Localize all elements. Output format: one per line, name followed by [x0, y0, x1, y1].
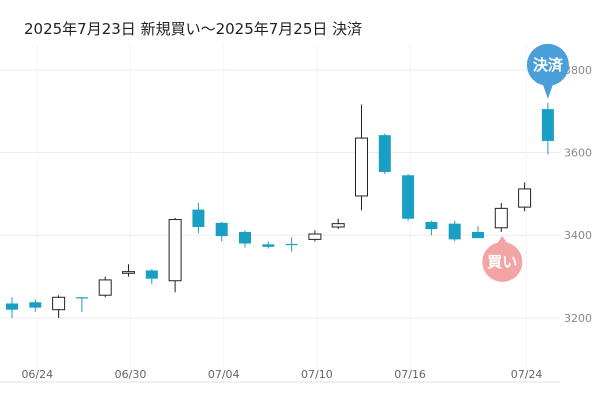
candle	[75, 297, 88, 312]
buy-marker-label: 買い	[487, 253, 517, 271]
candles	[6, 102, 554, 318]
grid-layer	[0, 45, 560, 383]
candle-body-up	[168, 219, 182, 282]
trade-markers: 買い 決済	[482, 43, 569, 282]
candle	[239, 230, 251, 248]
candle	[145, 269, 158, 285]
candle-body-up	[331, 223, 345, 228]
candle	[355, 104, 368, 211]
candle-body-down	[448, 223, 461, 240]
x-tick-label: 07/16	[394, 368, 426, 381]
buy-marker: 買い	[482, 235, 523, 282]
x-tick-label: 07/24	[511, 368, 543, 381]
candle-body-up	[355, 137, 368, 197]
settle-marker: 決済	[526, 43, 569, 99]
settle-marker-badge	[526, 43, 569, 86]
candle	[215, 222, 228, 242]
candle-body-down	[402, 175, 415, 219]
candle	[122, 264, 135, 277]
candle-body-down	[239, 231, 251, 244]
candle-body-down	[75, 297, 88, 299]
candle	[52, 295, 66, 318]
candle	[494, 202, 508, 232]
candle-body-down	[215, 222, 228, 237]
x-tick-label: 06/30	[115, 368, 147, 381]
candle	[285, 237, 298, 252]
candle-body-down	[145, 270, 158, 279]
candle	[378, 133, 391, 175]
y-axis-ticks: 3200 3400 3600 3800	[564, 64, 592, 325]
candle-body-up	[98, 279, 112, 296]
candle-body-up	[308, 233, 322, 240]
candle	[6, 297, 18, 318]
settle-marker-label: 決済	[533, 56, 564, 74]
candle	[29, 299, 42, 312]
candle	[518, 182, 532, 212]
candle-body-up	[518, 188, 532, 208]
x-tick-label: 07/04	[208, 368, 240, 381]
candle	[331, 218, 345, 230]
candle	[308, 230, 322, 242]
page-title: 2025年7月23日 新規買い～2025年7月25日 決済	[24, 20, 363, 38]
candle-body-down	[262, 244, 275, 247]
y-tick-label: 3800	[564, 64, 592, 77]
y-tick-label: 3400	[564, 229, 592, 242]
candle	[472, 226, 484, 239]
candle	[168, 217, 182, 293]
candle	[402, 174, 415, 221]
candle-body-down	[378, 135, 391, 172]
candle-body-down	[472, 231, 484, 239]
candle-body-up	[122, 271, 135, 274]
candle-body-down	[29, 302, 42, 308]
candle-body-down	[192, 209, 205, 227]
candle-body-down	[541, 109, 554, 141]
candle	[192, 202, 205, 234]
candle	[425, 220, 438, 236]
candle-body-down	[425, 222, 438, 230]
candle-body-up	[494, 207, 508, 229]
candle	[262, 241, 275, 249]
x-tick-label: 06/24	[21, 368, 53, 381]
candle	[98, 276, 112, 298]
candle-body-up	[52, 296, 66, 311]
y-tick-label: 3200	[564, 312, 592, 325]
candle-body-down	[285, 243, 298, 246]
buy-marker-badge	[482, 241, 523, 282]
candle	[541, 102, 554, 155]
x-tick-label: 07/10	[301, 368, 333, 381]
y-tick-label: 3600	[564, 147, 592, 160]
candle	[448, 220, 461, 242]
candle-body-down	[6, 303, 18, 310]
x-axis-ticks: 06/24 06/30 07/04 07/10 07/16 07/24	[21, 368, 542, 381]
